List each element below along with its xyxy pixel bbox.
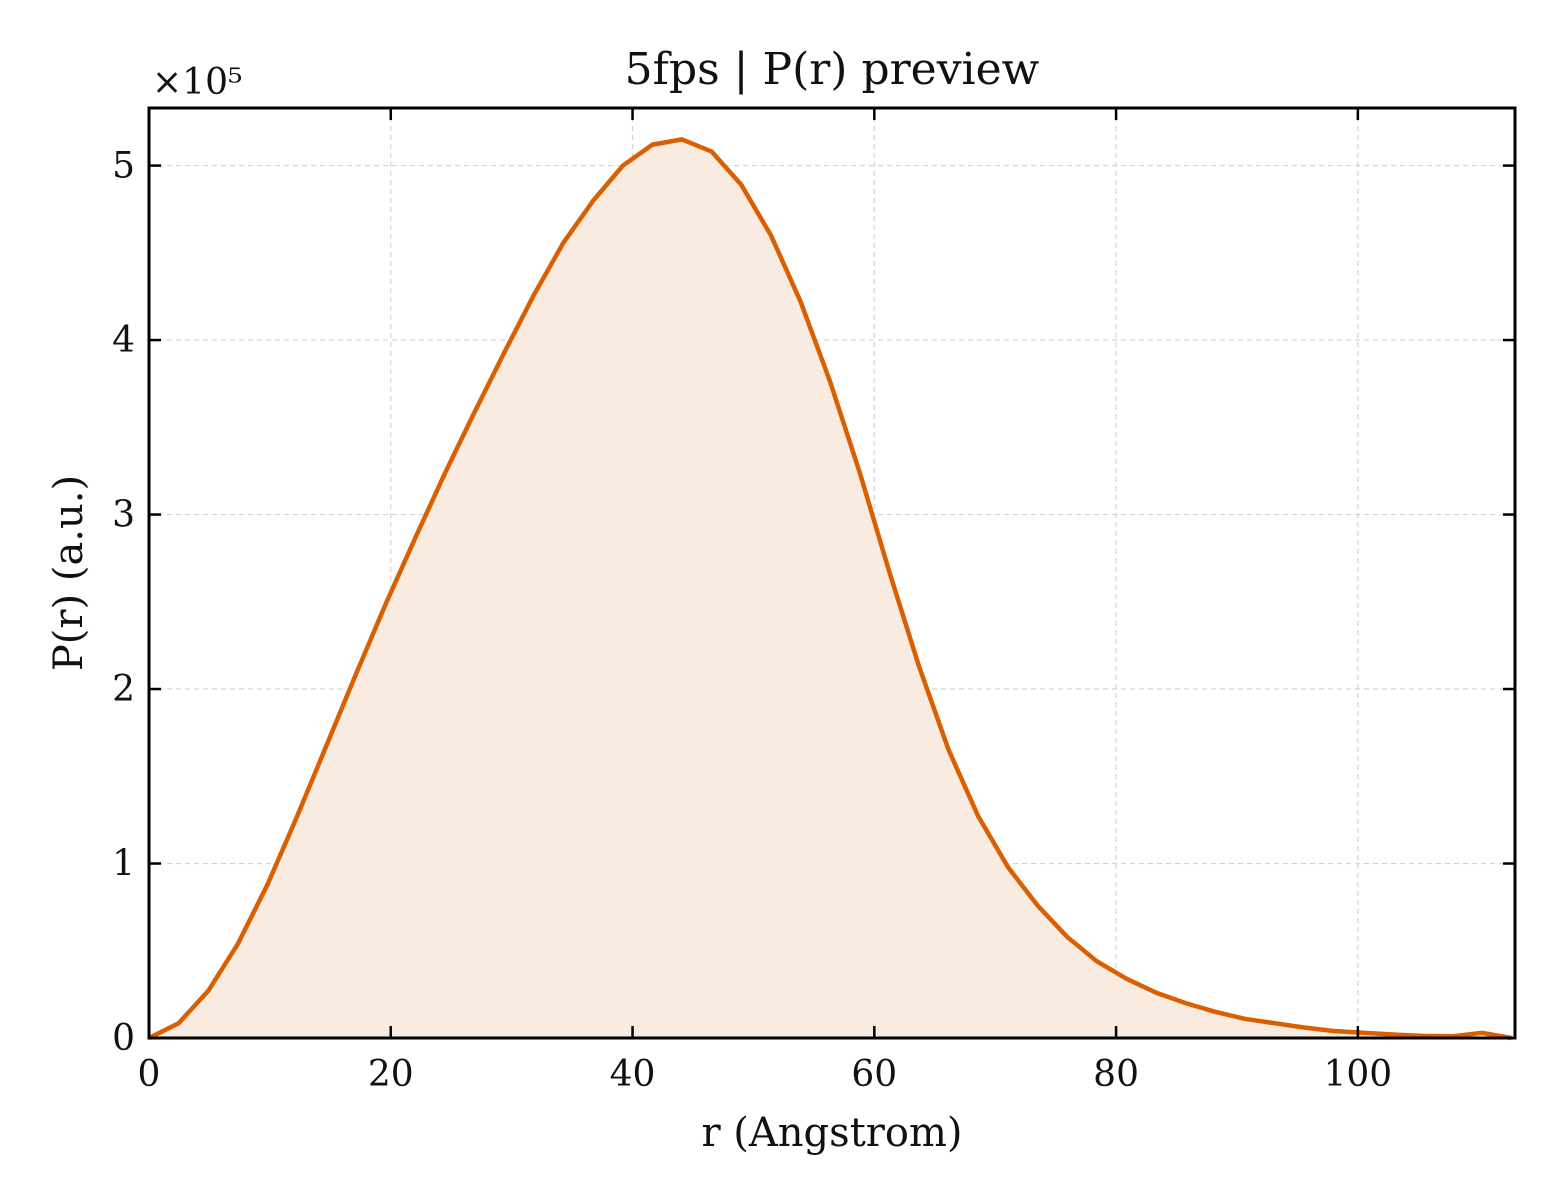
x-tick-label: 100 — [1323, 1054, 1392, 1095]
series-line — [147, 137, 1512, 1041]
plot-frame — [147, 106, 1517, 1040]
x-axis: 0 20 40 60 80 100 — [138, 108, 1392, 1095]
y-tick-label: 0 — [112, 1018, 135, 1059]
x-tick-label: 80 — [1093, 1054, 1139, 1095]
x-tick-label: 20 — [368, 1054, 414, 1095]
y-tick-label: 4 — [112, 320, 135, 361]
y-tick-label: 2 — [112, 669, 135, 710]
y-tick-label: 3 — [112, 495, 135, 536]
x-tick-label: 40 — [610, 1054, 656, 1095]
y-axis-label: P(r) (a.u.) — [46, 475, 92, 671]
y-tick-label: 5 — [112, 146, 135, 187]
y-tick-label: 1 — [112, 844, 135, 885]
chart-title: 5fps | P(r) preview — [625, 44, 1040, 95]
x-tick-label: 0 — [138, 1054, 161, 1095]
area-fill — [149, 139, 1512, 1038]
y-offset-label: ×10⁵ — [152, 62, 242, 103]
x-axis-label: r (Angstrom) — [701, 1110, 962, 1156]
x-tick-label: 60 — [851, 1054, 897, 1095]
y-axis: 0 1 2 3 4 5 — [112, 146, 1515, 1059]
